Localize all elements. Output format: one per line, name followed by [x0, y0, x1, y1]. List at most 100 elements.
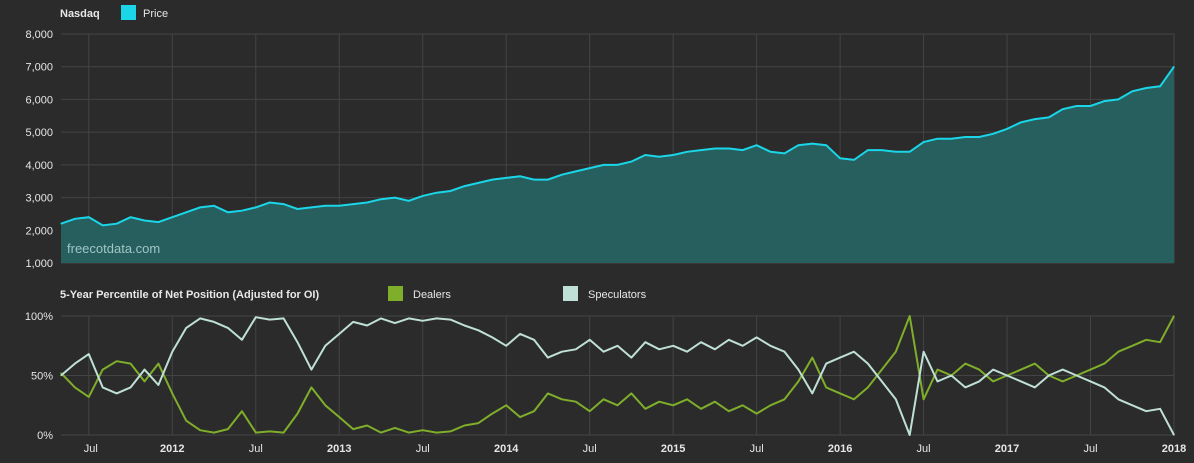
price-y-tick-label: 7,000 — [25, 62, 53, 74]
price-point — [116, 223, 118, 225]
x-tick-label: Jul — [750, 443, 764, 455]
price-y-tick-label: 6,000 — [25, 94, 53, 106]
dealers-point — [130, 363, 132, 365]
dealers-point — [589, 410, 591, 412]
percentile-chart-title: 5-Year Percentile of Net Position (Adjus… — [60, 289, 319, 301]
dealers-point — [352, 428, 354, 430]
price-point — [714, 147, 716, 150]
dealers-point — [283, 432, 285, 434]
speculators-point — [936, 380, 939, 382]
speculators-point — [561, 351, 563, 353]
price-area — [61, 66, 1174, 263]
speculators-point — [700, 341, 702, 343]
dealers-point — [825, 386, 827, 388]
dealers-point — [1062, 380, 1064, 382]
speculators-point — [185, 327, 187, 329]
speculators-point — [839, 357, 841, 359]
dealers-point — [255, 432, 257, 434]
speculators-point — [143, 369, 146, 371]
price-point — [1173, 66, 1175, 68]
price-point — [324, 205, 326, 207]
price-point — [255, 206, 257, 208]
dealers-point — [978, 369, 980, 371]
price-chart-title: Nasdaq — [60, 8, 100, 20]
speculators-point — [255, 316, 257, 318]
price-y-axis: 1,000 2,000 3,000 4,000 5,000 6,000 7,000 8,000 — [25, 29, 53, 270]
x-tick-label: 2013 — [327, 443, 351, 455]
speculators-point — [88, 353, 90, 355]
price-point — [88, 216, 90, 218]
price-point — [185, 211, 187, 213]
speculators-point — [1103, 386, 1105, 388]
price-point — [380, 198, 382, 200]
dealers-point — [561, 398, 563, 400]
speculators-point — [881, 380, 883, 382]
dealers-point — [783, 398, 786, 400]
price-point — [686, 151, 688, 153]
price-point — [1062, 108, 1064, 110]
speculators-point — [491, 336, 493, 338]
speculators-point — [102, 386, 104, 388]
speculators-point — [1089, 380, 1092, 382]
dealers-point — [1173, 315, 1175, 317]
speculators-point — [742, 345, 744, 347]
dealers-point — [895, 351, 897, 353]
speculators-point — [1034, 386, 1036, 388]
dealers-point — [1145, 339, 1147, 341]
x-tick-label: 2016 — [828, 443, 852, 455]
price-point — [547, 179, 549, 181]
dealers-point — [881, 369, 883, 371]
dealers-point — [338, 416, 340, 418]
price-point — [74, 218, 76, 220]
dealers-point — [213, 432, 215, 434]
dealers-point — [477, 422, 479, 424]
dealers-point — [1131, 345, 1133, 347]
dealers-point — [630, 392, 633, 394]
dealers-point — [241, 410, 243, 412]
dealers-point — [463, 424, 466, 427]
speculators-point — [686, 351, 688, 353]
price-point — [310, 206, 312, 208]
speculators-point — [283, 317, 285, 319]
dealers-point — [227, 428, 229, 430]
speculators-point — [1076, 374, 1078, 377]
speculators-point — [352, 321, 354, 323]
speculators-point — [783, 351, 786, 353]
speculators-point — [463, 324, 466, 327]
dealers-point — [909, 315, 911, 317]
speculators-point — [422, 320, 424, 322]
price-point — [658, 156, 660, 158]
dealers-point — [644, 408, 646, 410]
speculators-point — [394, 322, 396, 324]
price-point — [909, 151, 911, 153]
speculators-point — [811, 392, 813, 394]
speculators-point — [157, 384, 159, 386]
price-point — [1006, 128, 1008, 130]
dealers-point — [519, 416, 521, 418]
price-y-tick-label: 1,000 — [25, 258, 53, 270]
speculators-point — [1006, 374, 1008, 377]
dealers-point — [1020, 369, 1022, 371]
price-point — [769, 151, 772, 153]
price-point — [143, 219, 146, 222]
price-point — [394, 197, 396, 199]
speculators-point — [60, 374, 62, 377]
price-point — [227, 211, 229, 213]
dealers-point — [143, 380, 146, 382]
price-point — [853, 159, 855, 161]
speculators-point — [310, 369, 312, 371]
x-tick-label: 2015 — [661, 443, 685, 455]
speculators-point — [227, 327, 229, 329]
x-tick-label: 2017 — [995, 443, 1019, 455]
dealers-point — [60, 372, 62, 374]
x-tick-label: Jul — [249, 443, 263, 455]
speculators-point — [547, 357, 549, 359]
dealers-point — [742, 404, 744, 406]
price-point — [449, 190, 452, 192]
watermark: freecotdata.com — [67, 241, 160, 256]
price-point — [575, 170, 577, 172]
price-point — [811, 143, 813, 145]
price-point — [1020, 121, 1022, 123]
speculators-point — [213, 321, 215, 323]
speculators-point — [505, 345, 507, 347]
